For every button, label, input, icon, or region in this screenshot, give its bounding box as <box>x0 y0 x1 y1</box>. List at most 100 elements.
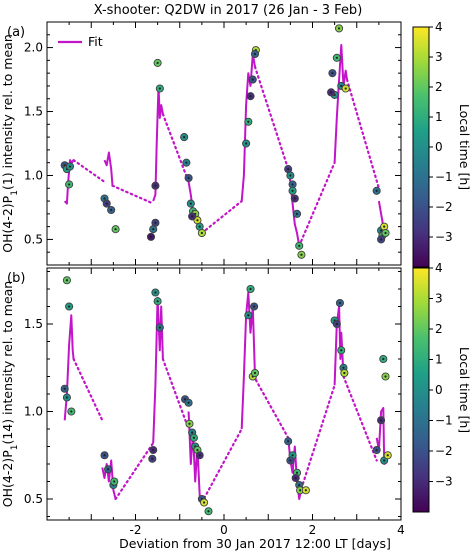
data-point-center-b-46 <box>382 357 385 361</box>
colorbar-tick-label: −3 <box>435 475 453 489</box>
y-tick-label: 1.5 <box>24 317 43 331</box>
colorbar-tick-label: 3 <box>435 50 443 64</box>
data-point-center-b-10 <box>158 326 161 329</box>
colorbar-label-b: Local time [h] <box>457 347 472 433</box>
data-point-center-b-32 <box>289 459 292 462</box>
fit-dotted-a-5 <box>298 161 336 247</box>
colorbar-tick-label: −1 <box>435 414 453 428</box>
axes-frame-b <box>46 267 402 521</box>
y-tick-label: 1.5 <box>24 105 43 119</box>
fit-line-b-2 <box>152 296 164 444</box>
data-point-center-b-9 <box>154 291 157 294</box>
colorbar-tick-label: 2 <box>435 322 443 336</box>
data-point-center-a-30 <box>287 167 290 171</box>
data-point-center-a-45 <box>375 189 378 192</box>
data-point-center-a-36 <box>298 244 301 247</box>
data-point-center-a-2 <box>68 183 71 186</box>
data-point-center-a-10 <box>154 184 157 187</box>
data-point-center-a-31 <box>289 174 292 177</box>
data-point-center-b-25 <box>247 314 250 317</box>
data-point-center-a-13 <box>154 221 157 224</box>
data-point-center-a-20 <box>196 219 199 222</box>
colorbar-tick-label: 1 <box>435 353 443 367</box>
data-point-center-b-30 <box>287 440 290 443</box>
fit-dotted-a-2 <box>161 112 190 183</box>
x-axis-label: Deviation from 30 Jan 2017 12:00 LT [day… <box>119 536 391 551</box>
data-point-center-a-8 <box>156 61 159 65</box>
data-point-center-a-32 <box>291 183 294 186</box>
data-point-center-b-11 <box>156 300 159 303</box>
fit-line-b-0 <box>63 314 75 421</box>
colorbar-tick-label: 4 <box>435 261 443 275</box>
data-point-center-b-39 <box>335 322 338 326</box>
y-axis-label-b: OH(4-2)P1(14) intensity rel. to mean <box>0 281 20 507</box>
data-point-center-a-38 <box>331 72 334 75</box>
data-point-center-b-15 <box>187 401 190 404</box>
data-point-center-a-16 <box>187 176 190 180</box>
data-point-center-b-0 <box>65 279 69 282</box>
colorbar-tick-label: −2 <box>435 444 453 458</box>
data-point-center-a-37 <box>300 253 303 256</box>
data-point-center-b-8 <box>113 480 116 483</box>
data-point-center-b-18 <box>192 436 196 439</box>
data-point-center-a-5 <box>105 202 108 205</box>
data-point-center-a-15 <box>185 161 188 164</box>
data-point-center-b-24 <box>207 510 210 513</box>
data-point-center-a-21 <box>198 225 201 228</box>
colorbar-tick-label: 2 <box>435 80 443 94</box>
data-point-center-b-14 <box>183 398 187 401</box>
data-point-center-b-48 <box>383 459 386 462</box>
fit-dotted-a-3 <box>200 200 243 235</box>
fit-dotted-b-1 <box>114 441 155 501</box>
y-tick-label: 0.5 <box>24 232 43 246</box>
data-point-center-b-29 <box>253 371 257 375</box>
data-point-center-b-12 <box>152 448 155 452</box>
data-point-center-b-13 <box>151 457 154 460</box>
data-point-center-b-4 <box>70 410 73 413</box>
data-point-center-a-17 <box>189 202 192 205</box>
fit-dotted-b-4 <box>254 378 290 439</box>
panel-label-a: (a) <box>7 25 25 40</box>
colorbar-label-a: Local time [h] <box>457 104 472 190</box>
data-point-center-b-17 <box>191 431 194 434</box>
fit-dotted-b-0 <box>72 357 104 422</box>
data-point-center-b-47 <box>384 375 387 378</box>
fit-dotted-a-0 <box>72 159 106 183</box>
panels: 0.5 1.0 1.5 2.0(a)OH(4-2)P1(1) intensity re… <box>0 20 472 537</box>
data-point-center-b-45 <box>379 419 383 422</box>
fit-dotted-b-2 <box>161 357 190 431</box>
data-point-center-b-36 <box>299 489 302 492</box>
data-point-center-b-49 <box>386 454 389 457</box>
y-tick-label: 1.0 <box>24 405 43 419</box>
fit-dotted-b-6 <box>342 375 378 462</box>
data-point-center-a-14 <box>183 136 186 139</box>
data-point-center-a-22 <box>200 231 203 235</box>
data-point-center-a-23 <box>191 215 194 218</box>
data-point-center-b-31 <box>291 454 294 457</box>
panel-b: -2 0 2 4 0.5 1.0 1.5 (b)OH(4-2)P1(14) intensity… <box>0 261 472 537</box>
colorbar-a <box>412 26 430 268</box>
data-point-center-a-35 <box>291 189 294 192</box>
data-point-center-b-35 <box>298 483 301 487</box>
colorbar-tick-label: −1 <box>435 170 453 184</box>
colorbar-tick-label: 3 <box>435 292 443 306</box>
fit-line-a-1 <box>103 151 114 186</box>
data-point-center-a-4 <box>103 197 106 200</box>
x-tick-label: 0 <box>220 523 228 537</box>
legend-fit-label: Fit <box>88 34 103 49</box>
fit-dotted-b-5 <box>300 384 336 490</box>
colorbar-tick-label: −2 <box>435 200 453 214</box>
data-point-center-b-34 <box>294 476 297 480</box>
data-point-center-b-40 <box>338 301 342 305</box>
data-point-center-b-42 <box>342 366 345 369</box>
data-point-center-b-1 <box>68 305 71 308</box>
data-point-center-a-7 <box>114 228 117 231</box>
data-point-center-a-41 <box>337 27 341 30</box>
y-tick-label: 2.0 <box>24 41 43 55</box>
y-tick-label: 0.5 <box>24 492 43 506</box>
data-point-center-a-27 <box>251 78 254 81</box>
figure-title: X-shooter: Q2DW in 2017 (26 Jan - 3 Feb) <box>94 3 363 18</box>
colorbar-tick-label: 0 <box>435 140 443 154</box>
data-point-center-a-44 <box>329 91 333 94</box>
data-point-center-a-26 <box>249 95 252 98</box>
